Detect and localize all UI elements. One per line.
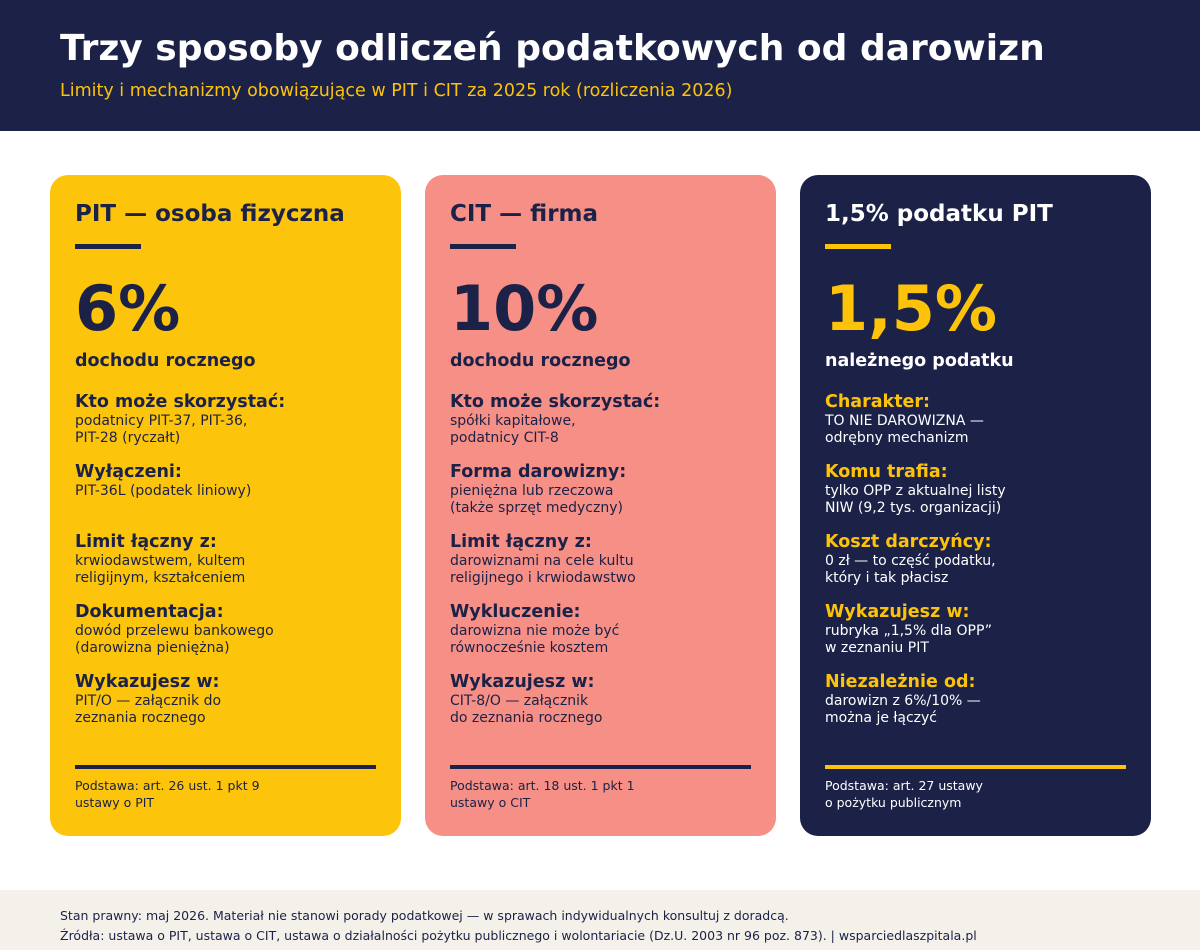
card-title: PIT — osoba fizyczna xyxy=(75,201,345,227)
info-section: Wykazujesz w: CIT-8/O — załącznik do zez… xyxy=(450,671,760,726)
legal-basis-note: Podstawa: art. 27 ustawy o pożytku publi… xyxy=(825,778,983,810)
section-label: Forma darowizny: xyxy=(450,462,627,482)
section-label: Wykazujesz w: xyxy=(825,602,970,622)
section-text: spółki kapitałowe, podatnicy CIT-8 xyxy=(450,413,576,446)
section-text: darowizna nie może być równocześnie kosz… xyxy=(450,623,620,656)
info-section: Charakter: TO NIE DAROWIZNA — odrębny me… xyxy=(825,391,1135,446)
info-section: Kto może skorzystać: spółki kapitałowe, … xyxy=(450,391,760,446)
section-text: darowizn z 6%/10% — można je łączyć xyxy=(825,693,981,726)
section-text: darowiznami na cele kultu religijnego i … xyxy=(450,553,636,586)
section-text: dowód przelewu bankowego (darowizna pien… xyxy=(75,623,274,656)
section-label: Wykluczenie: xyxy=(450,602,581,622)
card-cit: CIT — firma 10% dochodu rocznego Kto moż… xyxy=(425,175,776,836)
info-section: Niezależnie od: darowizn z 6%/10% — możn… xyxy=(825,671,1135,726)
section-label: Kto może skorzystać: xyxy=(450,392,661,412)
section-text: CIT-8/O — załącznik do zeznania rocznego xyxy=(450,693,603,726)
divider xyxy=(825,765,1126,769)
section-text: 0 zł — to część podatku, który i tak pła… xyxy=(825,553,996,586)
divider xyxy=(450,765,751,769)
section-text: krwiodawstwem, kultem religijnym, kształ… xyxy=(75,553,246,586)
accent-bar xyxy=(825,244,891,249)
section-label: Wyłączeni: xyxy=(75,462,182,482)
percentage-caption: dochodu rocznego xyxy=(75,351,256,371)
big-percentage: 1,5% xyxy=(825,272,997,345)
percentage-caption: należnego podatku xyxy=(825,351,1014,371)
page-title: Trzy sposoby odliczeń podatkowych od dar… xyxy=(60,28,1045,69)
section-text: podatnicy PIT-37, PIT-36, PIT-28 (ryczał… xyxy=(75,413,248,446)
info-section: Kto może skorzystać: podatnicy PIT-37, P… xyxy=(75,391,385,446)
info-section: Limit łączny z: krwiodawstwem, kultem re… xyxy=(75,531,385,586)
section-label: Wykazujesz w: xyxy=(75,672,220,692)
info-section: Koszt darczyńcy: 0 zł — to część podatku… xyxy=(825,531,1135,586)
info-section: Limit łączny z: darowiznami na cele kult… xyxy=(450,531,760,586)
section-label: Dokumentacja: xyxy=(75,602,224,622)
section-text: PIT-36L (podatek liniowy) xyxy=(75,483,252,499)
big-percentage: 10% xyxy=(450,272,599,345)
legal-status-note: Stan prawny: maj 2026. Materiał nie stan… xyxy=(60,908,789,923)
info-section: Wykazujesz w: PIT/O — załącznik do zezna… xyxy=(75,671,385,726)
info-section: Forma darowizny: pieniężna lub rzeczowa … xyxy=(450,461,760,516)
header-banner: Trzy sposoby odliczeń podatkowych od dar… xyxy=(0,0,1200,131)
info-section: Wykazujesz w: rubryka „1,5% dla OPP” w z… xyxy=(825,601,1135,656)
section-label: Charakter: xyxy=(825,392,931,412)
accent-bar xyxy=(450,244,516,249)
card-pit: PIT — osoba fizyczna 6% dochodu rocznego… xyxy=(50,175,401,836)
info-section: Dokumentacja: dowód przelewu bankowego (… xyxy=(75,601,385,656)
section-label: Niezależnie od: xyxy=(825,672,976,692)
legal-basis-note: Podstawa: art. 26 ust. 1 pkt 9 ustawy o … xyxy=(75,778,260,810)
percentage-caption: dochodu rocznego xyxy=(450,351,631,371)
section-text: rubryka „1,5% dla OPP” w zeznaniu PIT xyxy=(825,623,992,656)
big-percentage: 6% xyxy=(75,272,181,345)
accent-bar xyxy=(75,244,141,249)
section-text: pieniężna lub rzeczowa (także sprzęt med… xyxy=(450,483,623,516)
section-text: tylko OPP z aktualnej listy NIW (9,2 tys… xyxy=(825,483,1006,516)
section-label: Komu trafia: xyxy=(825,462,948,482)
page-subtitle: Limity i mechanizmy obowiązujące w PIT i… xyxy=(60,81,733,101)
info-section: Wyłączeni: PIT-36L (podatek liniowy) xyxy=(75,461,385,500)
card-opp: 1,5% podatku PIT 1,5% należnego podatku … xyxy=(800,175,1151,836)
section-label: Limit łączny z: xyxy=(75,532,217,552)
card-title: CIT — firma xyxy=(450,201,599,227)
section-text: TO NIE DAROWIZNA — odrębny mechanizm xyxy=(825,413,984,446)
section-label: Limit łączny z: xyxy=(450,532,592,552)
divider xyxy=(75,765,376,769)
section-text: PIT/O — załącznik do zeznania rocznego xyxy=(75,693,222,726)
section-label: Kto może skorzystać: xyxy=(75,392,286,412)
section-label: Koszt darczyńcy: xyxy=(825,532,992,552)
info-section: Wykluczenie: darowizna nie może być równ… xyxy=(450,601,760,656)
legal-basis-note: Podstawa: art. 18 ust. 1 pkt 1 ustawy o … xyxy=(450,778,635,810)
sources-note: Źródła: ustawa o PIT, ustawa o CIT, usta… xyxy=(60,928,977,943)
section-label: Wykazujesz w: xyxy=(450,672,595,692)
card-title: 1,5% podatku PIT xyxy=(825,201,1053,227)
info-section: Komu trafia: tylko OPP z aktualnej listy… xyxy=(825,461,1135,516)
footer: Stan prawny: maj 2026. Materiał nie stan… xyxy=(0,890,1200,950)
